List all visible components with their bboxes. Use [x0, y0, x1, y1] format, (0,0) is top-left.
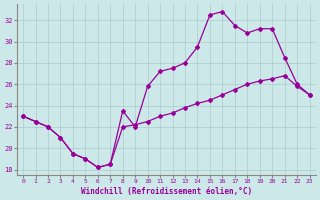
X-axis label: Windchill (Refroidissement éolien,°C): Windchill (Refroidissement éolien,°C): [81, 187, 252, 196]
